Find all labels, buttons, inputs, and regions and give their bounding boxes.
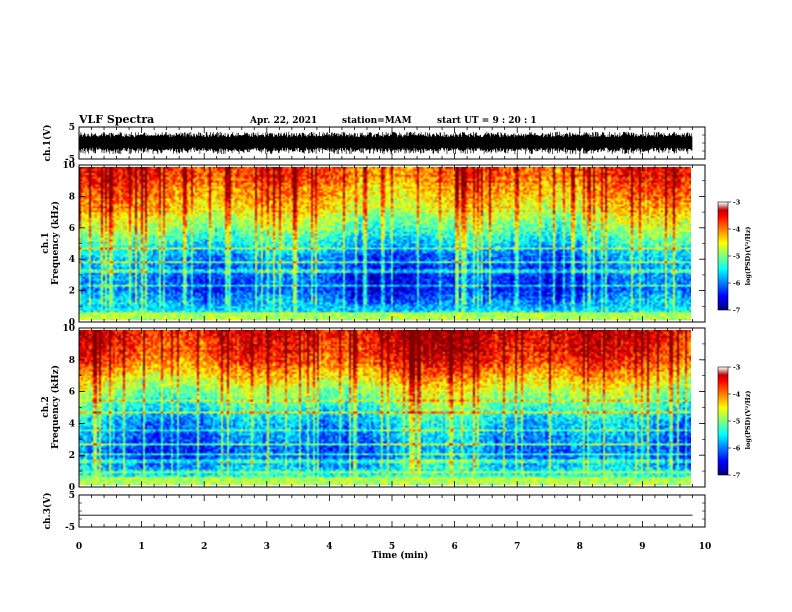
- station-label: station=MAM: [342, 116, 412, 126]
- y-tick-label: 5: [69, 491, 75, 501]
- colorbar-tick-label: -6: [733, 280, 741, 288]
- y-tick-label: 2: [69, 451, 75, 461]
- time-tick-label: 10: [699, 542, 712, 552]
- colorbar-ch1-ticks: -3 -4 -5 -6 -7: [728, 199, 741, 315]
- date-label: Apr. 22, 2021: [249, 116, 317, 126]
- colorbar-ch1-label: log(PSD)(V²/Hz): [744, 227, 752, 286]
- time-tick-label: 8: [577, 542, 583, 552]
- waveform-ch1-path: [79, 131, 693, 155]
- spectrogram-ch2-ylabel-frequency: Frequency (kHz): [50, 365, 61, 449]
- colorbar-tick-label: -6: [733, 445, 741, 453]
- y-tick-label: 0: [69, 483, 75, 493]
- spectrogram-ch2-yticks: 0 2 4 6 8 10: [62, 324, 705, 493]
- spectrogram-ch1-image: [79, 167, 691, 320]
- colorbar-tick-label: -5: [733, 253, 741, 261]
- spectrogram-ch1-yticks: 0 2 4 6 8 10: [62, 161, 705, 328]
- figure-title: VLF Spectra: [78, 113, 154, 126]
- waveform-ch1-ylabel: ch.1(V): [42, 125, 53, 162]
- spectrogram-ch2-ylabel-channel: ch.2: [41, 396, 51, 417]
- y-tick-label: -5: [65, 523, 75, 533]
- colorbar-tick-label: -7: [733, 307, 740, 315]
- colorbar-tick-label: -7: [733, 472, 740, 480]
- y-tick-label: 10: [62, 161, 75, 171]
- y-tick-label: 4: [69, 255, 75, 265]
- colorbar-ch2-label: log(PSD)(V²/Hz): [744, 391, 752, 450]
- colorbar-tick-label: -4: [733, 391, 741, 399]
- panel-time-ticks: [78, 127, 706, 527]
- colorbar-ch1: [718, 202, 728, 310]
- spectrogram-ch1-ylabel-frequency: Frequency (kHz): [50, 201, 61, 285]
- waveform-ch1-yticks: 5 -5: [65, 123, 705, 165]
- y-tick-label: 6: [69, 388, 75, 398]
- waveform-ch3-ylabel: ch.3(V): [42, 493, 53, 530]
- time-tick-label: 3: [264, 542, 270, 552]
- time-tick-label: 5: [389, 542, 395, 552]
- colorbar-ch2: [718, 367, 728, 475]
- y-tick-label: 4: [69, 419, 75, 429]
- spectrogram-ch2-image: [79, 330, 691, 485]
- colorbar-tick-label: -3: [733, 364, 741, 372]
- time-axis-tick-labels: 0 1 2 3 4 5 6 7 8 9 10: [76, 542, 711, 552]
- waveform-ch1-trace: [79, 131, 693, 155]
- waveform-ch3-yticks: 5 -5: [65, 491, 705, 533]
- time-axis-label: Time (min): [372, 550, 429, 561]
- colorbar-tick-label: -4: [733, 226, 741, 234]
- y-tick-label: 6: [69, 224, 75, 234]
- time-tick-label: 0: [76, 542, 82, 552]
- time-tick-label: 7: [514, 542, 520, 552]
- y-tick-label: 8: [69, 192, 75, 202]
- colorbar-ch2-ticks: -3 -4 -5 -6 -7: [728, 364, 741, 480]
- spectrogram-ch1-ylabel-channel: ch.1: [41, 232, 51, 253]
- time-tick-label: 1: [138, 542, 144, 552]
- colorbar-tick-label: -3: [733, 199, 741, 207]
- start-time-label: start UT = 9 : 20 : 1: [437, 116, 537, 126]
- colorbar-tick-label: -5: [733, 418, 741, 426]
- y-tick-label: 10: [62, 324, 75, 334]
- time-tick-label: 9: [639, 542, 645, 552]
- y-tick-label: 2: [69, 287, 75, 297]
- y-tick-label: 8: [69, 356, 75, 366]
- y-tick-label: 5: [69, 123, 75, 133]
- time-tick-label: 2: [201, 542, 207, 552]
- y-tick-label: -5: [65, 155, 75, 165]
- y-tick-label: 0: [69, 318, 75, 328]
- time-tick-label: 6: [451, 542, 457, 552]
- time-tick-label: 4: [326, 542, 332, 552]
- header: VLF Spectra Apr. 22, 2021 station=MAM st…: [78, 113, 537, 126]
